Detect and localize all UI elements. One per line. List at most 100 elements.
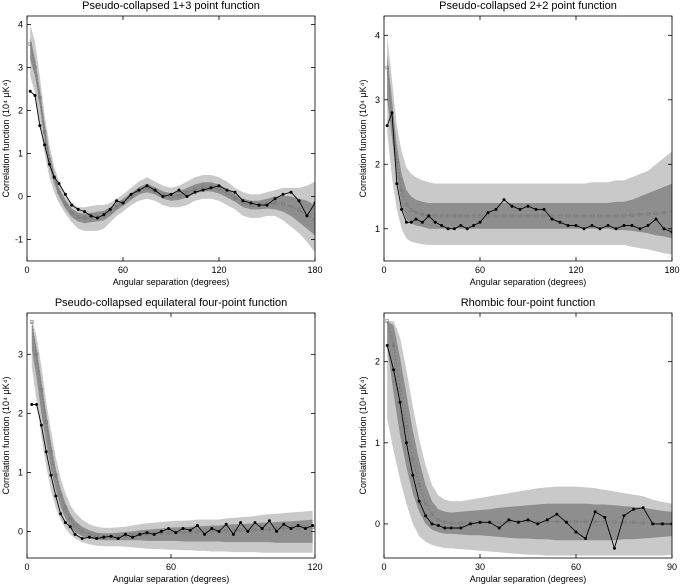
x-tick-label: 0 (381, 265, 386, 275)
series-1-point (598, 214, 602, 218)
series-2-point (68, 525, 72, 529)
series-2-point (233, 190, 237, 194)
series-2-line (386, 345, 672, 550)
series-1-point (201, 185, 205, 189)
series-1-point (231, 529, 236, 533)
series-2-point (404, 220, 408, 224)
series-1-point (391, 343, 396, 348)
chart-title: Rhombic four-point function (461, 297, 596, 309)
series-1-point (510, 214, 514, 218)
chart-title: Pseudo-collapsed 2+2 point function (439, 0, 617, 12)
series-1-point (433, 214, 437, 218)
series-1-point (439, 214, 444, 218)
series-2-point (638, 227, 642, 231)
series-2-point (424, 514, 428, 518)
series-1-point (202, 529, 207, 534)
series-2-point (267, 519, 271, 523)
series-2-point (417, 499, 421, 503)
series-2-point (217, 184, 221, 188)
x-axis-label: Angular separation (degrees) (113, 574, 230, 584)
series-1-point (28, 42, 32, 46)
series-1-point (70, 211, 74, 215)
series-1-point (57, 190, 61, 194)
series-2-point (449, 526, 453, 530)
series-2-point (63, 192, 67, 196)
series-1-line (386, 67, 672, 217)
series-2-point (478, 520, 482, 524)
x-tick-label: 60 (571, 562, 581, 572)
x-tick-label: 30 (475, 562, 485, 572)
series-2-point (296, 524, 300, 527)
series-1-point (518, 214, 522, 218)
series-2-point (502, 198, 506, 202)
series-2-point (224, 522, 228, 526)
series-2-point (137, 188, 141, 192)
series-1-point (622, 520, 626, 525)
series-2-point (35, 403, 39, 406)
series-2-point (177, 188, 181, 192)
series-2-point (446, 227, 450, 231)
series-2-point (641, 506, 645, 510)
series-1-point (459, 521, 463, 525)
series-2-point (311, 524, 315, 527)
series-2-point (390, 111, 394, 115)
y-tick-label: 0 (375, 519, 380, 529)
series-2-point (185, 195, 189, 198)
series-2-point (555, 512, 559, 516)
series-2-point (253, 521, 257, 525)
series-2-point (59, 512, 63, 516)
series-2-point (534, 207, 538, 211)
series-1-point (430, 512, 434, 516)
series-1-point (526, 214, 530, 218)
plot-area (30, 318, 315, 553)
x-tick-label: 60 (118, 265, 128, 275)
series-2-point (249, 201, 253, 205)
y-axis-label: Correlation function (10⁴ μK⁴) (358, 80, 368, 198)
series-1-point (195, 530, 200, 534)
series-1-point (486, 214, 490, 218)
series-2-point (188, 528, 192, 532)
series-2-point (518, 207, 522, 211)
series-1-point (385, 65, 389, 70)
series-2-point (257, 203, 261, 207)
x-tick-label: 0 (24, 562, 29, 572)
series-1-point (471, 214, 476, 218)
series-2-point (44, 450, 48, 454)
band-outer (387, 321, 672, 556)
series-2-point (526, 518, 530, 522)
series-1-point (181, 530, 185, 535)
series-2-point (195, 524, 199, 527)
series-1-point (574, 519, 578, 524)
series-1-point (58, 493, 63, 497)
series-2-point (297, 199, 301, 203)
series-1-point (297, 208, 301, 212)
series-1-point (82, 216, 87, 220)
series-1-point (166, 531, 171, 535)
y-tick-label: 2 (375, 357, 380, 367)
series-1-point (73, 523, 77, 528)
series-1-point (238, 528, 243, 533)
y-tick-label: 0 (18, 526, 23, 536)
series-2-point (231, 532, 235, 536)
series-1-point (574, 214, 578, 218)
series-2-point (459, 224, 463, 227)
series-1-point (446, 214, 450, 218)
series-2-point (181, 527, 185, 530)
x-tick-label: 180 (307, 265, 322, 275)
series-2-point (459, 526, 463, 530)
series-2-point (121, 201, 125, 205)
series-2-point (436, 524, 440, 527)
series-2-point (129, 192, 133, 196)
series-2-point (564, 520, 568, 524)
series-2-point (161, 195, 165, 198)
series-1-point (411, 457, 415, 461)
series-1-point (614, 214, 618, 218)
series-2-point (516, 520, 520, 524)
series-2-point (260, 527, 264, 530)
series-2-point (102, 535, 106, 539)
series-2-point (584, 537, 588, 540)
series-1-point (185, 191, 189, 195)
series-2-point (225, 188, 229, 192)
series-2-point (507, 518, 511, 522)
panel-3: 0 60 120 0 1 2 3 Pseudo-collapsed equilateral f… (1, 297, 323, 584)
